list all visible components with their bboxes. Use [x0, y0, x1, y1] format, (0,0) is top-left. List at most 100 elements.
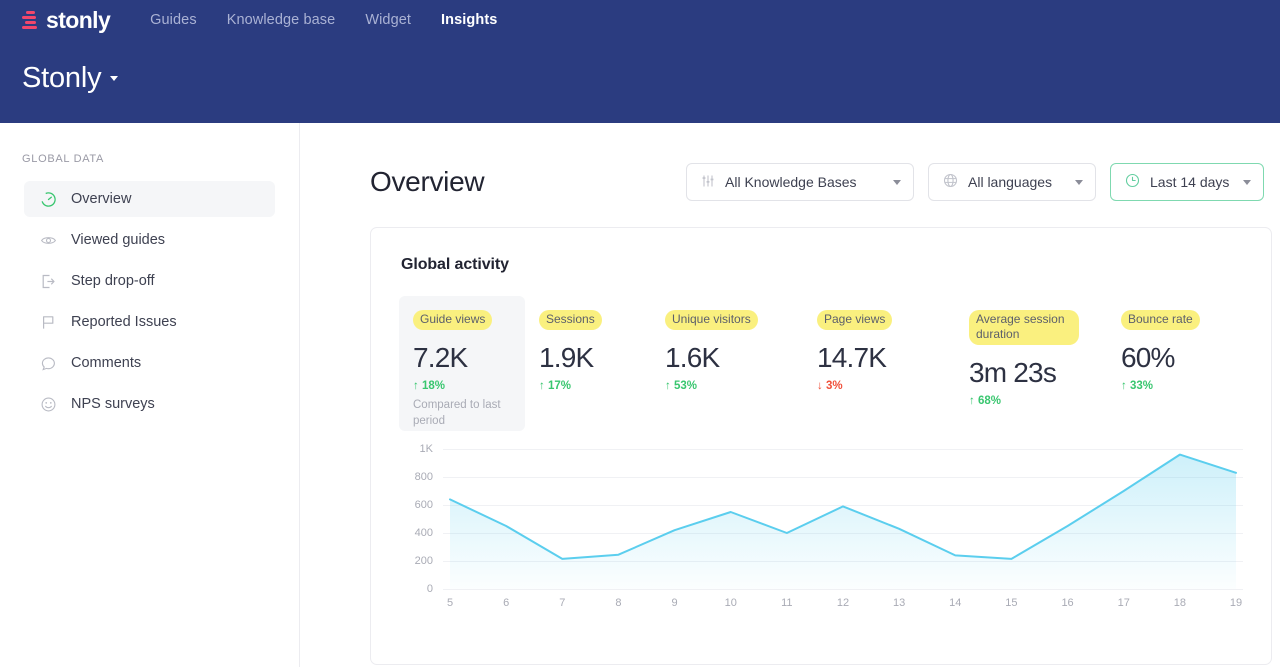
metric-value: 14.7K	[817, 342, 887, 373]
filter-bar: All Knowledge Bases All languages Last 1…	[686, 163, 1264, 201]
metric-delta-value: 18%	[421, 380, 445, 392]
nav-item-guides[interactable]: Guides	[150, 12, 197, 28]
brand-logo[interactable]: stonly	[22, 6, 111, 33]
sidebar-item-reported-issues[interactable]: Reported Issues	[24, 304, 275, 340]
card-title: Global activity	[401, 256, 509, 273]
metric-delta: ↑ 53%	[665, 380, 795, 392]
chart-x-tick-label: 8	[615, 597, 622, 609]
metric-value: 7.2K	[413, 342, 468, 373]
main-content: Overview All Knowledge Bases All languag…	[300, 123, 1280, 667]
chart-x-tick-label: 16	[1061, 597, 1074, 609]
metric-sessions[interactable]: Sessions 1.9K ↑ 17%	[525, 296, 651, 431]
chevron-down-icon	[1075, 179, 1083, 185]
language-filter[interactable]: All languages	[928, 163, 1096, 201]
nav-item-widget[interactable]: Widget	[365, 12, 412, 28]
metric-delta: ↑ 17%	[539, 380, 643, 392]
arrow-up-icon: ↑	[539, 380, 545, 392]
speech-bubble-icon	[40, 355, 57, 372]
nav-item-knowledge-base[interactable]: Knowledge base	[226, 12, 336, 28]
nav-links: Guides Knowledge base Widget Insights	[150, 12, 497, 28]
stonly-bars-logo-icon	[22, 11, 39, 30]
arrow-up-icon: ↑	[969, 395, 975, 407]
sidebar-item-comments[interactable]: Comments	[24, 345, 275, 381]
top-header-bar: stonly Guides Knowledge base Widget Insi…	[0, 0, 1280, 123]
metric-unique-visitors[interactable]: Unique visitors 1.6K ↑ 53%	[651, 296, 803, 431]
chart-x-tick-label: 7	[559, 597, 566, 609]
metric-label: Guide views	[413, 310, 493, 330]
page-header: Overview All Knowledge Bases All languag…	[370, 163, 1272, 201]
metric-value: 1.6K	[665, 342, 720, 373]
chart-x-tick-label: 12	[836, 597, 850, 609]
chart-y-tick-label: 0	[426, 583, 433, 595]
exit-arrow-icon	[40, 273, 57, 290]
metric-delta: ↑ 18%	[413, 380, 517, 392]
metric-delta-value: 3%	[825, 380, 843, 392]
metric-delta-value: 68%	[977, 395, 1001, 407]
sidebar-item-viewed-guides[interactable]: Viewed guides	[24, 222, 275, 258]
chevron-down-icon	[893, 179, 901, 185]
chart-x-tick-label: 10	[724, 597, 737, 609]
arrow-up-icon: ↑	[413, 380, 419, 392]
chart-x-tick-label: 14	[949, 597, 962, 609]
chart-x-tick-label: 9	[671, 597, 678, 609]
chart-y-tick-label: 1K	[419, 443, 433, 455]
arrow-down-icon: ↓	[817, 380, 823, 392]
eye-icon	[40, 232, 57, 249]
metric-label: Page views	[817, 310, 893, 330]
chart-x-tick-label: 5	[446, 597, 454, 609]
metric-guide-views[interactable]: Guide views 7.2K ↑ 18% Compared to last …	[399, 296, 525, 431]
chart-x-tick-label: 6	[503, 597, 510, 609]
chart-x-tick-label: 17	[1117, 597, 1130, 609]
metric-label: Bounce rate	[1121, 310, 1200, 330]
arrow-up-icon: ↑	[665, 380, 671, 392]
sidebar-item-label: Comments	[71, 355, 142, 371]
global-activity-chart: 0 200 400 600 800 1K 5 6 7 8 9 10 11 12 13 14 15 16 17 18 1…	[399, 443, 1245, 624]
chart-x-tick-label: 18	[1173, 597, 1186, 609]
metric-delta-value: 17%	[547, 380, 571, 392]
metrics-row: Guide views 7.2K ↑ 18% Compared to last …	[371, 296, 1271, 431]
sliders-icon	[701, 174, 715, 191]
chart-line	[449, 453, 1237, 560]
metric-value: 60%	[1121, 342, 1175, 373]
metric-value: 1.9K	[539, 342, 594, 373]
chart-gridline	[443, 449, 1243, 450]
knowledge-base-filter[interactable]: All Knowledge Bases	[686, 163, 914, 201]
metric-average-session-duration[interactable]: Average session duration 3m 23s ↑ 68%	[955, 296, 1107, 431]
metric-label: Unique visitors	[665, 310, 758, 330]
nav-item-insights[interactable]: Insights	[441, 12, 498, 28]
chart-y-tick-label: 200	[414, 555, 433, 567]
metric-delta-value: 53%	[673, 380, 697, 392]
global-activity-card: Global activity Guide views 7.2K ↑ 18% C…	[370, 227, 1272, 665]
sidebar-item-nps-surveys[interactable]: NPS surveys	[24, 386, 275, 422]
chart-plot-area	[443, 449, 1243, 590]
metric-label: Average session duration	[969, 310, 1079, 345]
filter-label: All languages	[968, 174, 1053, 190]
metric-delta: ↓ 3%	[817, 380, 947, 392]
metric-bounce-rate[interactable]: Bounce rate 60% ↑ 33%	[1107, 296, 1259, 431]
arrow-up-icon: ↑	[1121, 380, 1127, 392]
brand-name: stonly	[46, 6, 111, 33]
caret-down-icon	[110, 76, 119, 81]
sidebar-item-label: Reported Issues	[71, 314, 177, 330]
chart-area-fill	[450, 454, 1236, 589]
chart-y-tick-label: 800	[414, 471, 433, 483]
date-range-filter[interactable]: Last 14 days	[1110, 163, 1264, 201]
sidebar-item-overview[interactable]: Overview	[24, 181, 275, 217]
chart-x-tick-label: 19	[1229, 597, 1243, 609]
chart-gridline	[443, 589, 1243, 590]
metric-page-views[interactable]: Page views 14.7K ↓ 3%	[803, 296, 955, 431]
chart-series-guide-views	[449, 453, 1237, 589]
page-title: Overview	[370, 166, 485, 197]
metric-delta-value: 33%	[1129, 380, 1153, 392]
sidebar: GLOBAL DATA Overview Viewed guides Step …	[0, 123, 300, 667]
sidebar-item-label: NPS surveys	[71, 396, 155, 412]
sidebar-section-label: GLOBAL DATA	[22, 153, 105, 165]
chart-y-axis: 0 200 400 600 800 1K	[399, 443, 433, 595]
globe-icon	[943, 173, 958, 191]
workspace-switcher[interactable]: Stonly	[22, 62, 119, 95]
metric-label: Sessions	[539, 310, 602, 330]
sidebar-item-step-drop-off[interactable]: Step drop-off	[24, 263, 275, 299]
sidebar-item-label: Overview	[71, 191, 132, 207]
filter-label: Last 14 days	[1150, 174, 1230, 190]
chart-x-tick-label: 11	[781, 597, 793, 609]
